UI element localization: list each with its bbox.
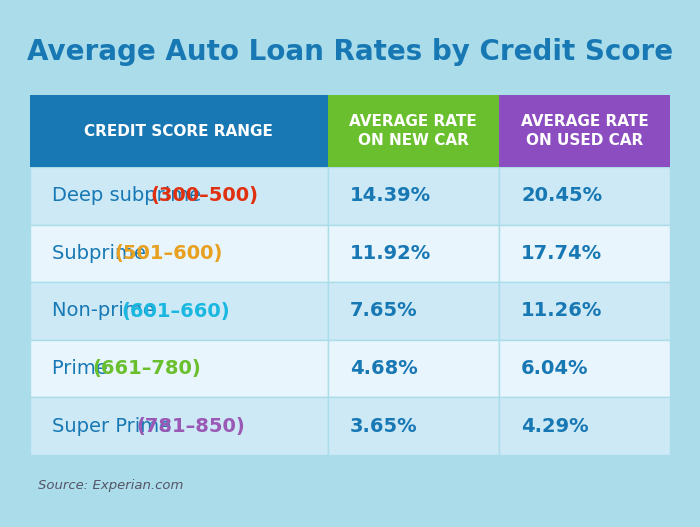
Bar — [30, 282, 328, 340]
Bar — [30, 225, 328, 282]
Text: 17.74%: 17.74% — [521, 244, 602, 263]
Bar — [499, 397, 670, 455]
Text: 11.92%: 11.92% — [349, 244, 431, 263]
Text: Non-prime: Non-prime — [52, 301, 161, 320]
Text: Super Prime: Super Prime — [52, 417, 177, 436]
Bar — [30, 340, 328, 397]
Text: (781–850): (781–850) — [136, 417, 245, 436]
Text: 20.45%: 20.45% — [521, 187, 602, 206]
Bar — [328, 225, 499, 282]
Bar — [499, 340, 670, 397]
Bar — [328, 167, 499, 225]
Text: 14.39%: 14.39% — [349, 187, 430, 206]
Bar — [499, 95, 670, 167]
Bar — [328, 95, 499, 167]
Text: AVERAGE RATE
ON NEW CAR: AVERAGE RATE ON NEW CAR — [349, 114, 477, 149]
Bar — [30, 95, 328, 167]
Bar — [499, 282, 670, 340]
Bar — [30, 397, 328, 455]
Bar — [328, 340, 499, 397]
Text: 11.26%: 11.26% — [521, 301, 603, 320]
Text: 4.29%: 4.29% — [521, 417, 589, 436]
Text: CREDIT SCORE RANGE: CREDIT SCORE RANGE — [85, 123, 273, 139]
Text: Average Auto Loan Rates by Credit Score: Average Auto Loan Rates by Credit Score — [27, 38, 673, 66]
Text: 4.68%: 4.68% — [349, 359, 417, 378]
Bar — [30, 167, 328, 225]
Bar — [328, 397, 499, 455]
Text: (601–660): (601–660) — [122, 301, 230, 320]
Text: (661–780): (661–780) — [92, 359, 201, 378]
Text: 6.04%: 6.04% — [521, 359, 589, 378]
Text: (300–500): (300–500) — [150, 187, 258, 206]
Text: 7.65%: 7.65% — [349, 301, 417, 320]
Bar — [328, 282, 499, 340]
Text: (501–600): (501–600) — [114, 244, 223, 263]
Text: AVERAGE RATE
ON USED CAR: AVERAGE RATE ON USED CAR — [521, 114, 648, 149]
Bar — [499, 167, 670, 225]
Text: 3.65%: 3.65% — [349, 417, 417, 436]
Text: Prime: Prime — [52, 359, 114, 378]
Text: Subprime: Subprime — [52, 244, 152, 263]
Text: Deep subprime: Deep subprime — [52, 187, 207, 206]
Bar — [499, 225, 670, 282]
Text: Source: Experian.com: Source: Experian.com — [38, 479, 183, 492]
